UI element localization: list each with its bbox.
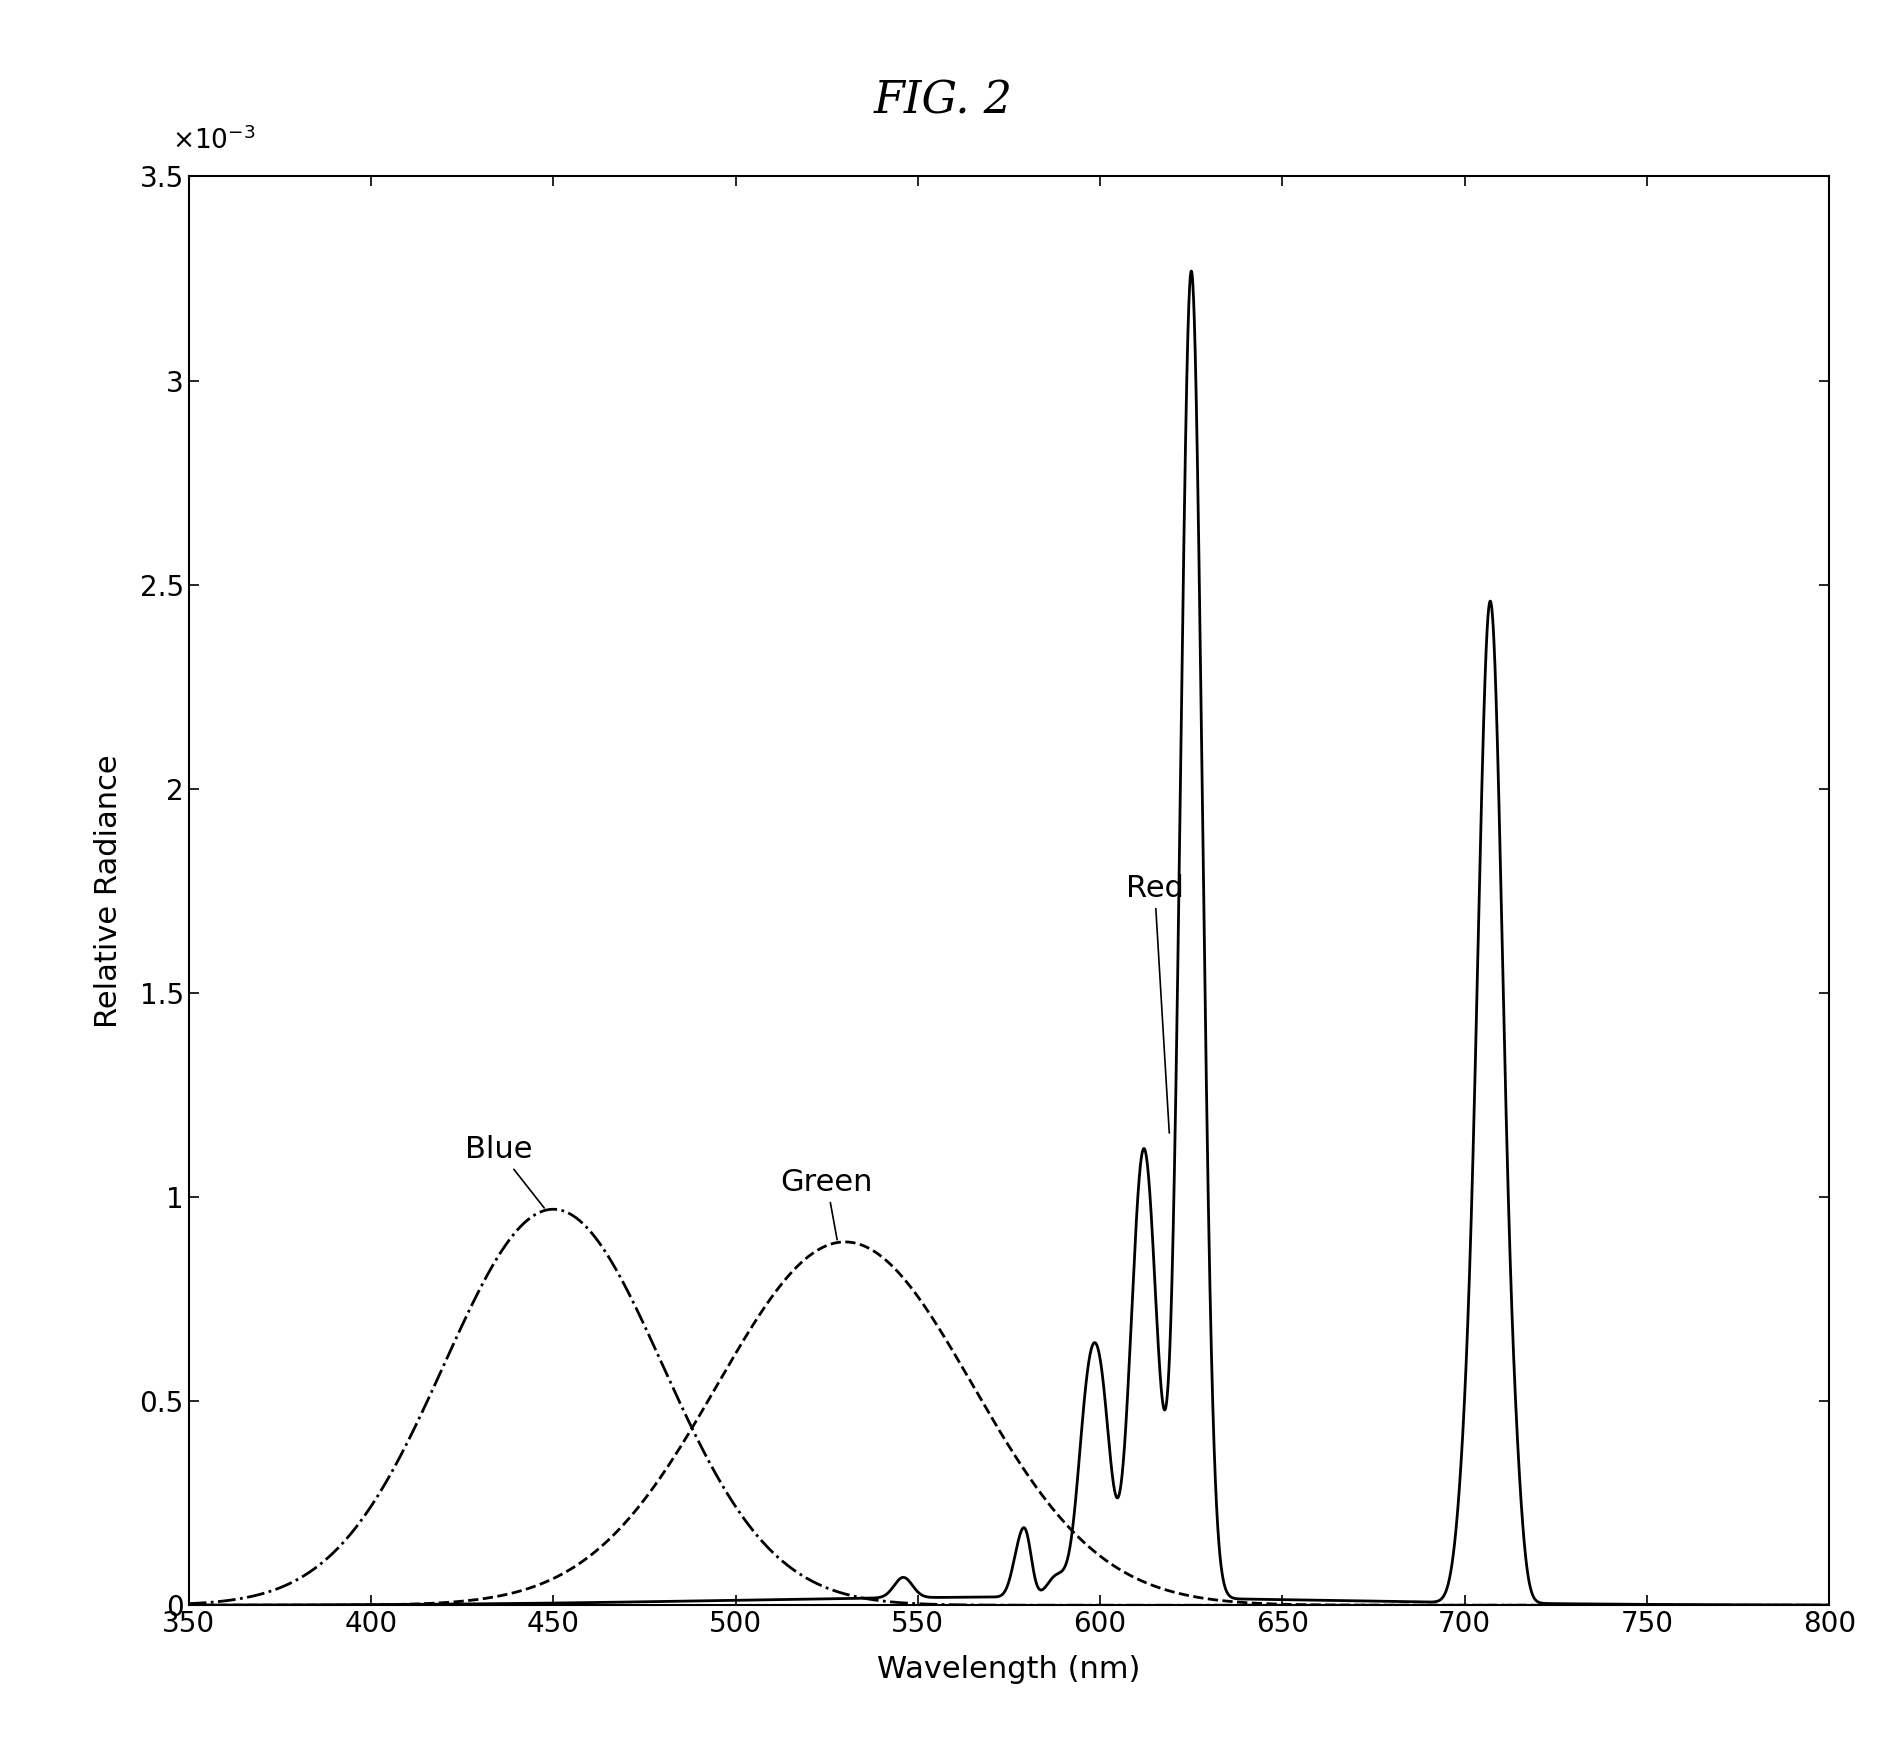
Text: Red: Red xyxy=(1126,875,1184,1132)
Text: $\times$10$^{-3}$: $\times$10$^{-3}$ xyxy=(172,127,256,155)
Text: Blue: Blue xyxy=(464,1136,545,1208)
Y-axis label: Relative Radiance: Relative Radiance xyxy=(94,753,123,1028)
Text: FIG. 2: FIG. 2 xyxy=(873,79,1013,122)
X-axis label: Wavelength (nm): Wavelength (nm) xyxy=(877,1655,1141,1685)
Text: Green: Green xyxy=(781,1168,873,1240)
